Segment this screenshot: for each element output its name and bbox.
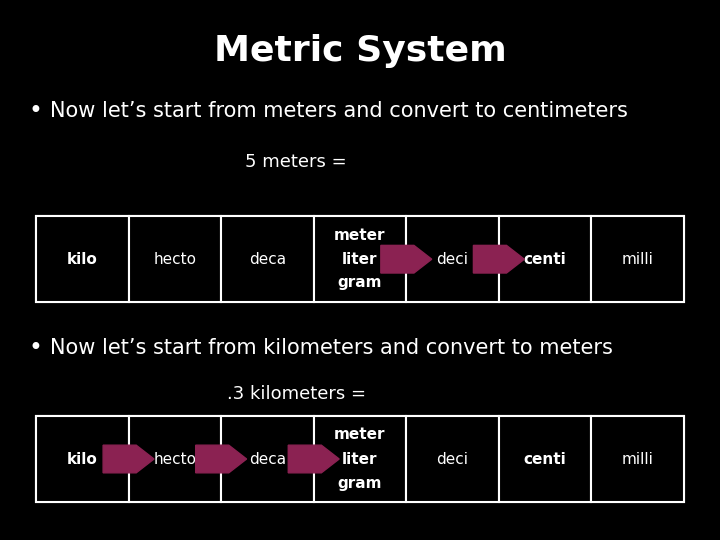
FancyArrow shape bbox=[474, 245, 524, 273]
Bar bbox=[499, 416, 591, 502]
Bar bbox=[36, 216, 684, 302]
Bar bbox=[221, 416, 314, 502]
Text: deci: deci bbox=[436, 252, 469, 267]
FancyArrow shape bbox=[288, 445, 339, 473]
FancyArrow shape bbox=[103, 445, 154, 473]
Bar bbox=[36, 216, 129, 302]
Text: 5 meters =: 5 meters = bbox=[245, 153, 346, 171]
Bar bbox=[36, 416, 129, 502]
Bar bbox=[314, 216, 406, 302]
Text: deca: deca bbox=[249, 451, 286, 467]
FancyArrow shape bbox=[196, 445, 246, 473]
Bar bbox=[129, 416, 221, 502]
FancyArrow shape bbox=[381, 245, 432, 273]
Text: deca: deca bbox=[249, 252, 286, 267]
Bar bbox=[591, 216, 684, 302]
Text: liter: liter bbox=[342, 252, 378, 267]
Text: centi: centi bbox=[523, 252, 567, 267]
Text: •: • bbox=[29, 99, 42, 123]
Text: liter: liter bbox=[342, 451, 378, 467]
Text: deci: deci bbox=[436, 451, 469, 467]
Bar bbox=[591, 416, 684, 502]
Text: Now let’s start from meters and convert to centimeters: Now let’s start from meters and convert … bbox=[50, 100, 629, 121]
Bar bbox=[314, 416, 406, 502]
Bar bbox=[499, 216, 591, 302]
Text: centi: centi bbox=[523, 451, 567, 467]
Bar bbox=[129, 216, 221, 302]
Bar bbox=[36, 416, 684, 502]
Text: milli: milli bbox=[622, 252, 654, 267]
Bar bbox=[221, 216, 314, 302]
Text: .3 kilometers =: .3 kilometers = bbox=[227, 385, 366, 403]
Text: kilo: kilo bbox=[67, 451, 98, 467]
Text: gram: gram bbox=[338, 275, 382, 290]
Text: milli: milli bbox=[622, 451, 654, 467]
Text: meter: meter bbox=[334, 427, 386, 442]
Text: meter: meter bbox=[334, 228, 386, 244]
Text: hecto: hecto bbox=[153, 451, 197, 467]
Text: kilo: kilo bbox=[67, 252, 98, 267]
Text: Metric System: Metric System bbox=[214, 35, 506, 68]
Text: gram: gram bbox=[338, 476, 382, 491]
Text: hecto: hecto bbox=[153, 252, 197, 267]
Bar bbox=[406, 416, 499, 502]
Bar bbox=[406, 216, 499, 302]
Text: •: • bbox=[29, 336, 42, 360]
Text: Now let’s start from kilometers and convert to meters: Now let’s start from kilometers and conv… bbox=[50, 338, 613, 359]
